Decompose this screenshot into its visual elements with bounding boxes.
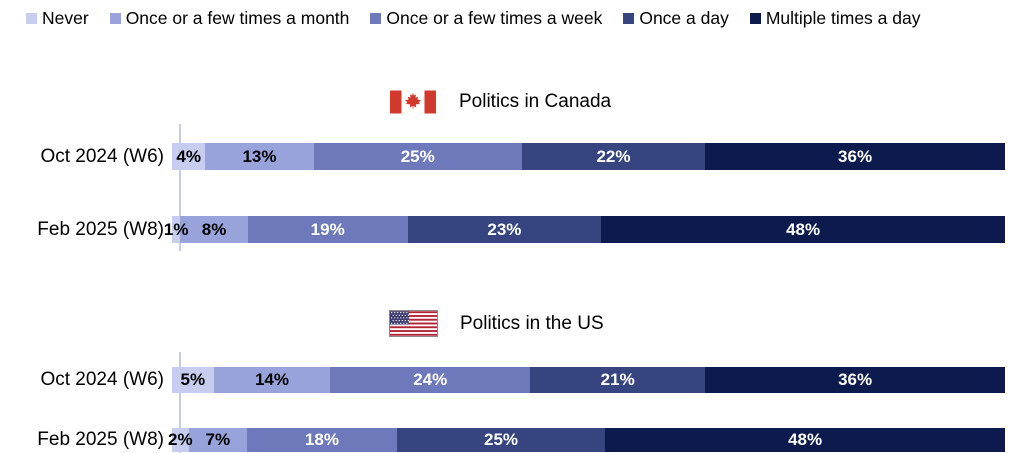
- segment-value-label: 48%: [788, 430, 823, 449]
- bar-row-canada-oct2024: Oct 2024 (W6) 4% 13% 25% 22% 36%: [0, 143, 1005, 170]
- row-label: Oct 2024 (W6): [40, 369, 164, 390]
- bar-segment: 23%: [407, 216, 602, 243]
- us-y-axis-line: [179, 352, 181, 453]
- canada-chart-title: Politics in Canada: [390, 90, 611, 114]
- bar-segment: 5%: [172, 367, 214, 393]
- bar-segment: 2%: [168, 428, 193, 452]
- segment-value-label: 5%: [180, 370, 206, 389]
- bar-segment: 18%: [246, 428, 397, 452]
- legend-swatch-never: [26, 13, 37, 24]
- us-flag-icon: [389, 310, 438, 337]
- legend-item-week: Once or a few times a week: [370, 8, 602, 29]
- legend-label: Never: [42, 8, 89, 28]
- bar-segment: 25%: [313, 143, 522, 170]
- bar-segment: 24%: [330, 367, 531, 393]
- legend-item-never: Never: [26, 8, 89, 29]
- legend: Never Once or a few times a month Once o…: [26, 8, 1008, 29]
- segment-value-label: 2%: [168, 430, 193, 449]
- stacked-bar: 5% 14% 24% 21% 36%: [172, 367, 1006, 393]
- legend-label: Once or a few times a week: [386, 8, 603, 28]
- bar-segment: 13%: [205, 143, 314, 170]
- legend-swatch-month: [109, 13, 121, 24]
- bar-row-us-oct2024: Oct 2024 (W6) 5% 14% 24% 21% 36%: [0, 367, 1006, 393]
- row-label: Feb 2025 (W8): [37, 429, 164, 450]
- legend-swatch-week: [370, 13, 382, 24]
- legend-swatch-once-a-day: [623, 13, 635, 24]
- bar-segment: 19%: [247, 216, 408, 243]
- segment-value-label: 22%: [596, 146, 631, 166]
- us-chart-title: Politics in the US: [389, 310, 604, 337]
- segment-value-label: 19%: [310, 219, 345, 239]
- segment-value-label: 8%: [201, 219, 227, 239]
- segment-value-label: 25%: [400, 146, 435, 166]
- bar-segment: 4%: [172, 143, 206, 170]
- segment-value-label: 14%: [254, 370, 289, 389]
- legend-item-month: Once or a few times a month: [109, 8, 350, 29]
- canada-y-axis-line: [179, 124, 181, 251]
- stacked-bar: 2% 7% 18% 25% 48%: [168, 428, 1005, 452]
- bar-row-canada-feb2025: Feb 2025 (W8) 1% 8% 19% 23% 48%: [0, 216, 1006, 243]
- bar-segment: 7%: [188, 428, 247, 452]
- row-label: Feb 2025 (W8): [37, 218, 164, 240]
- segment-value-label: 7%: [205, 430, 231, 449]
- bar-segment: 1%: [164, 216, 188, 243]
- bar-segment: 36%: [705, 367, 1006, 393]
- segment-value-label: 36%: [838, 370, 873, 389]
- legend-item-once-a-day: Once a day: [623, 8, 729, 29]
- chart-title-text: Politics in the US: [460, 312, 604, 334]
- stacked-bar: 1% 8% 19% 23% 48%: [164, 216, 1006, 243]
- segment-value-label: 21%: [600, 370, 635, 389]
- bar-segment: 48%: [605, 428, 1005, 452]
- bar-segment: 36%: [705, 143, 1005, 170]
- legend-item-multiple-times: Multiple times a day: [749, 8, 921, 29]
- segment-value-label: 1%: [163, 219, 189, 239]
- segment-value-label: 36%: [838, 146, 873, 166]
- legend-label: Multiple times a day: [765, 8, 921, 28]
- segment-value-label: 23%: [487, 219, 522, 239]
- segment-value-label: 18%: [304, 430, 339, 449]
- canada-flag-icon: [390, 90, 436, 114]
- bar-segment: 22%: [521, 143, 706, 170]
- segment-value-label: 25%: [484, 430, 519, 449]
- segment-value-label: 4%: [176, 146, 201, 166]
- legend-label: Once a day: [639, 8, 729, 28]
- chart-title-text: Politics in Canada: [459, 91, 612, 112]
- bar-segment: 14%: [213, 367, 331, 393]
- bar-segment: 48%: [601, 216, 1006, 243]
- row-label: Oct 2024 (W6): [40, 145, 164, 167]
- segment-value-label: 13%: [242, 146, 277, 166]
- segment-value-label: 24%: [413, 370, 448, 389]
- bar-segment: 21%: [530, 367, 706, 393]
- legend-swatch-multiple-times: [749, 13, 761, 24]
- stacked-bar: 4% 13% 25% 22% 36%: [172, 143, 1005, 170]
- bar-row-us-feb2025: Feb 2025 (W8) 2% 7% 18% 25% 48%: [0, 428, 1005, 452]
- segment-value-label: 48%: [786, 219, 821, 239]
- bar-segment: 25%: [396, 428, 606, 452]
- legend-label: Once or a few times a month: [125, 8, 350, 28]
- bar-segment: 8%: [180, 216, 248, 243]
